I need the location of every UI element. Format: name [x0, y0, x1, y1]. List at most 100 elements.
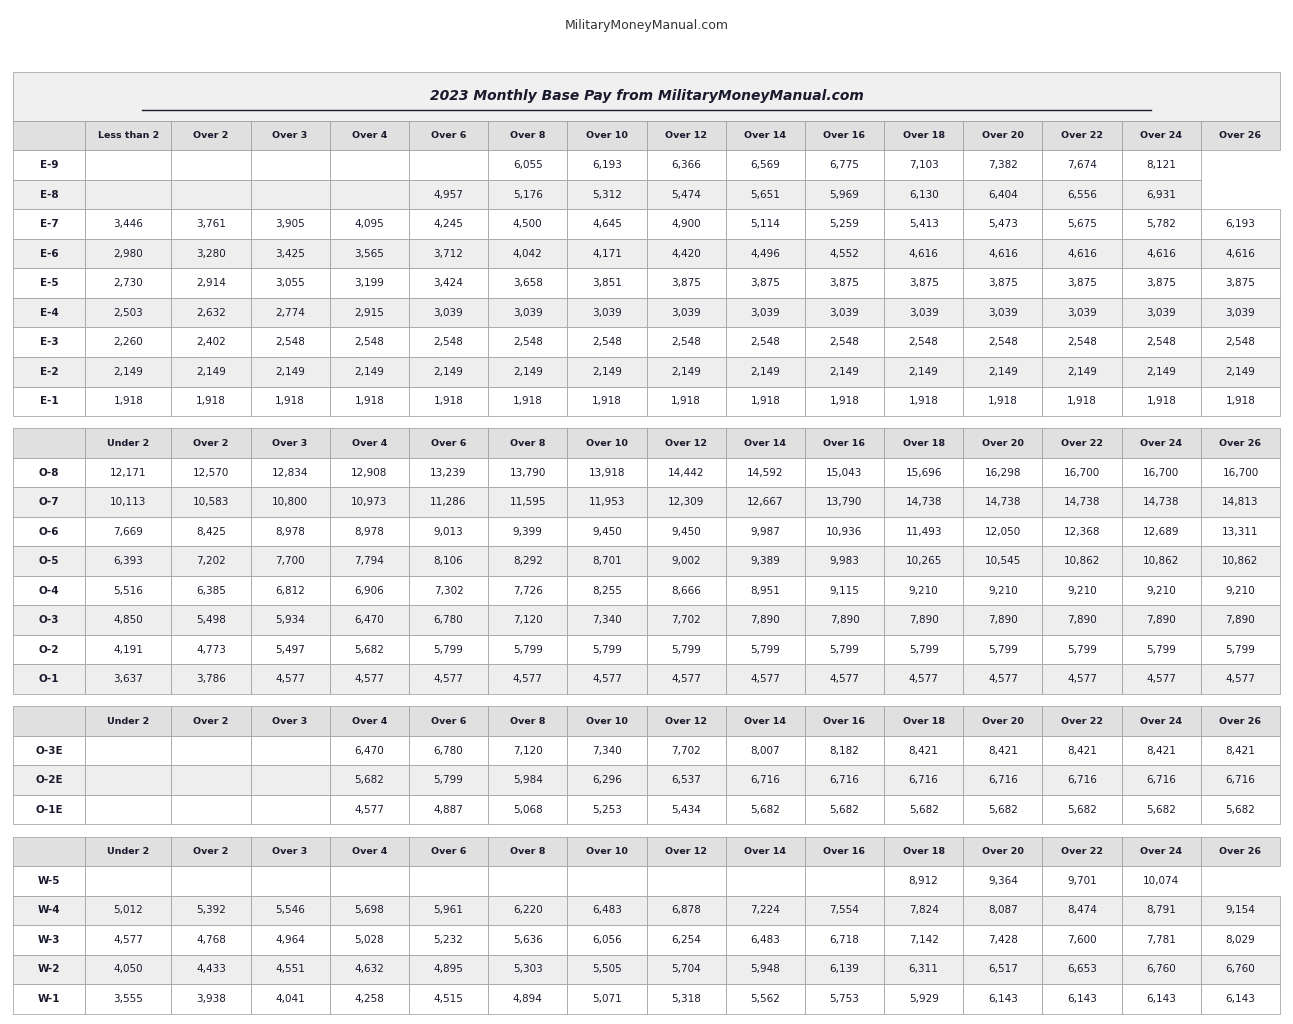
- Text: 9,701: 9,701: [1067, 876, 1096, 886]
- Bar: [251, 707, 330, 736]
- Text: 3,875: 3,875: [671, 279, 701, 288]
- Bar: [568, 121, 646, 151]
- Text: Over 16: Over 16: [824, 131, 865, 140]
- Text: 3,658: 3,658: [513, 279, 543, 288]
- Text: 2,548: 2,548: [513, 337, 543, 347]
- Text: 3,875: 3,875: [988, 279, 1018, 288]
- Bar: [85, 121, 171, 151]
- Bar: [489, 866, 568, 896]
- Bar: [171, 487, 251, 517]
- Bar: [409, 428, 489, 458]
- Bar: [884, 239, 963, 268]
- Text: 4,895: 4,895: [433, 965, 463, 975]
- Text: 2,548: 2,548: [1067, 337, 1096, 347]
- Bar: [409, 239, 489, 268]
- Text: 2,260: 2,260: [114, 337, 144, 347]
- Bar: [1122, 765, 1201, 795]
- Bar: [884, 984, 963, 1014]
- Bar: [1201, 665, 1280, 694]
- Text: 11,953: 11,953: [588, 497, 625, 507]
- Text: 7,142: 7,142: [909, 935, 939, 945]
- Bar: [884, 635, 963, 665]
- Text: 3,199: 3,199: [354, 279, 384, 288]
- Bar: [1042, 209, 1122, 239]
- Bar: [330, 896, 409, 926]
- Bar: [646, 517, 725, 547]
- Bar: [884, 151, 963, 180]
- Bar: [725, 268, 806, 298]
- Bar: [489, 765, 568, 795]
- Bar: [725, 665, 806, 694]
- Text: MilitaryMoneyManual.com: MilitaryMoneyManual.com: [565, 19, 728, 32]
- Text: 8,255: 8,255: [592, 586, 622, 596]
- Bar: [963, 458, 1042, 487]
- Text: 8,292: 8,292: [513, 556, 543, 566]
- Text: 12,570: 12,570: [193, 468, 229, 477]
- Bar: [171, 386, 251, 416]
- Bar: [330, 605, 409, 635]
- Text: 8,421: 8,421: [909, 745, 939, 756]
- Bar: [330, 795, 409, 824]
- Bar: [13, 268, 85, 298]
- Bar: [804, 926, 884, 954]
- Bar: [568, 357, 646, 386]
- Bar: [409, 121, 489, 151]
- Bar: [646, 665, 725, 694]
- Text: 5,636: 5,636: [513, 935, 543, 945]
- Bar: [85, 605, 171, 635]
- Text: 5,497: 5,497: [275, 645, 305, 654]
- Text: 16,700: 16,700: [1064, 468, 1100, 477]
- Bar: [725, 121, 806, 151]
- Text: 5,474: 5,474: [671, 189, 701, 200]
- Text: Over 12: Over 12: [665, 131, 707, 140]
- Text: 2,548: 2,548: [433, 337, 463, 347]
- Text: 7,120: 7,120: [513, 745, 543, 756]
- Bar: [963, 428, 1042, 458]
- Bar: [330, 151, 409, 180]
- Text: E-2: E-2: [40, 367, 58, 377]
- Text: 5,704: 5,704: [671, 965, 701, 975]
- Bar: [1042, 547, 1122, 575]
- Bar: [1122, 180, 1201, 209]
- Bar: [1122, 209, 1201, 239]
- Text: 10,545: 10,545: [985, 556, 1021, 566]
- Text: 4,050: 4,050: [114, 965, 144, 975]
- Text: Over 22: Over 22: [1062, 847, 1103, 856]
- Text: 5,318: 5,318: [671, 994, 701, 1004]
- Bar: [85, 357, 171, 386]
- Bar: [804, 575, 884, 605]
- Text: 6,130: 6,130: [909, 189, 939, 200]
- Text: 5,682: 5,682: [750, 805, 780, 815]
- Bar: [1201, 328, 1280, 357]
- Bar: [13, 635, 85, 665]
- Bar: [1042, 386, 1122, 416]
- Text: 5,961: 5,961: [433, 905, 463, 915]
- Text: Under 2: Under 2: [107, 717, 150, 726]
- Bar: [330, 837, 409, 866]
- Bar: [489, 896, 568, 926]
- Bar: [409, 268, 489, 298]
- Bar: [489, 268, 568, 298]
- Bar: [330, 866, 409, 896]
- Text: 7,669: 7,669: [114, 526, 144, 537]
- Bar: [568, 239, 646, 268]
- Bar: [884, 268, 963, 298]
- Bar: [568, 458, 646, 487]
- Bar: [963, 298, 1042, 328]
- Text: W-2: W-2: [37, 965, 61, 975]
- Bar: [963, 926, 1042, 954]
- Text: 3,446: 3,446: [114, 219, 144, 229]
- Text: 7,428: 7,428: [988, 935, 1018, 945]
- Text: 8,951: 8,951: [750, 586, 780, 596]
- Bar: [330, 357, 409, 386]
- Bar: [1042, 575, 1122, 605]
- Bar: [330, 268, 409, 298]
- Bar: [1122, 896, 1201, 926]
- Text: 7,890: 7,890: [1226, 615, 1256, 626]
- Text: 8,182: 8,182: [830, 745, 860, 756]
- Text: Over 6: Over 6: [431, 131, 467, 140]
- Text: 14,738: 14,738: [905, 497, 941, 507]
- Text: 5,799: 5,799: [433, 645, 463, 654]
- Bar: [85, 180, 171, 209]
- Bar: [251, 209, 330, 239]
